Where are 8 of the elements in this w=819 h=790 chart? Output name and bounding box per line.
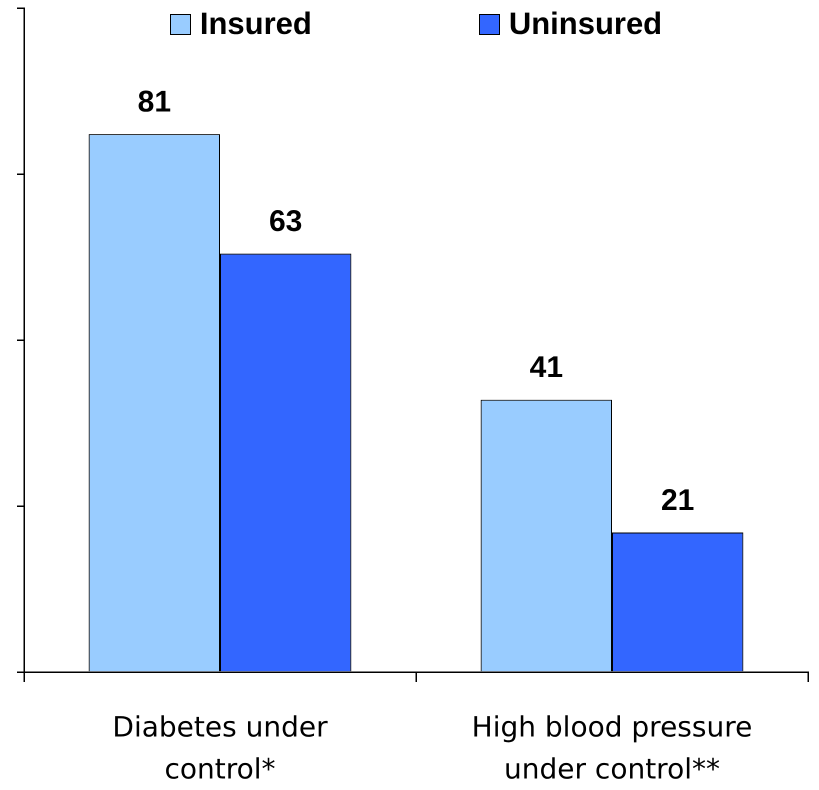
data-label: 21	[660, 484, 694, 517]
legend-label: Insured	[200, 6, 312, 42]
data-label: 63	[268, 204, 302, 238]
legend-label: Uninsured	[508, 6, 662, 42]
x-tick-label: High blood pressure under control**	[472, 710, 752, 786]
data-label: 81	[138, 85, 172, 118]
data-label: 41	[530, 351, 564, 384]
x-tick-label: Diabetes under control*	[112, 710, 328, 786]
